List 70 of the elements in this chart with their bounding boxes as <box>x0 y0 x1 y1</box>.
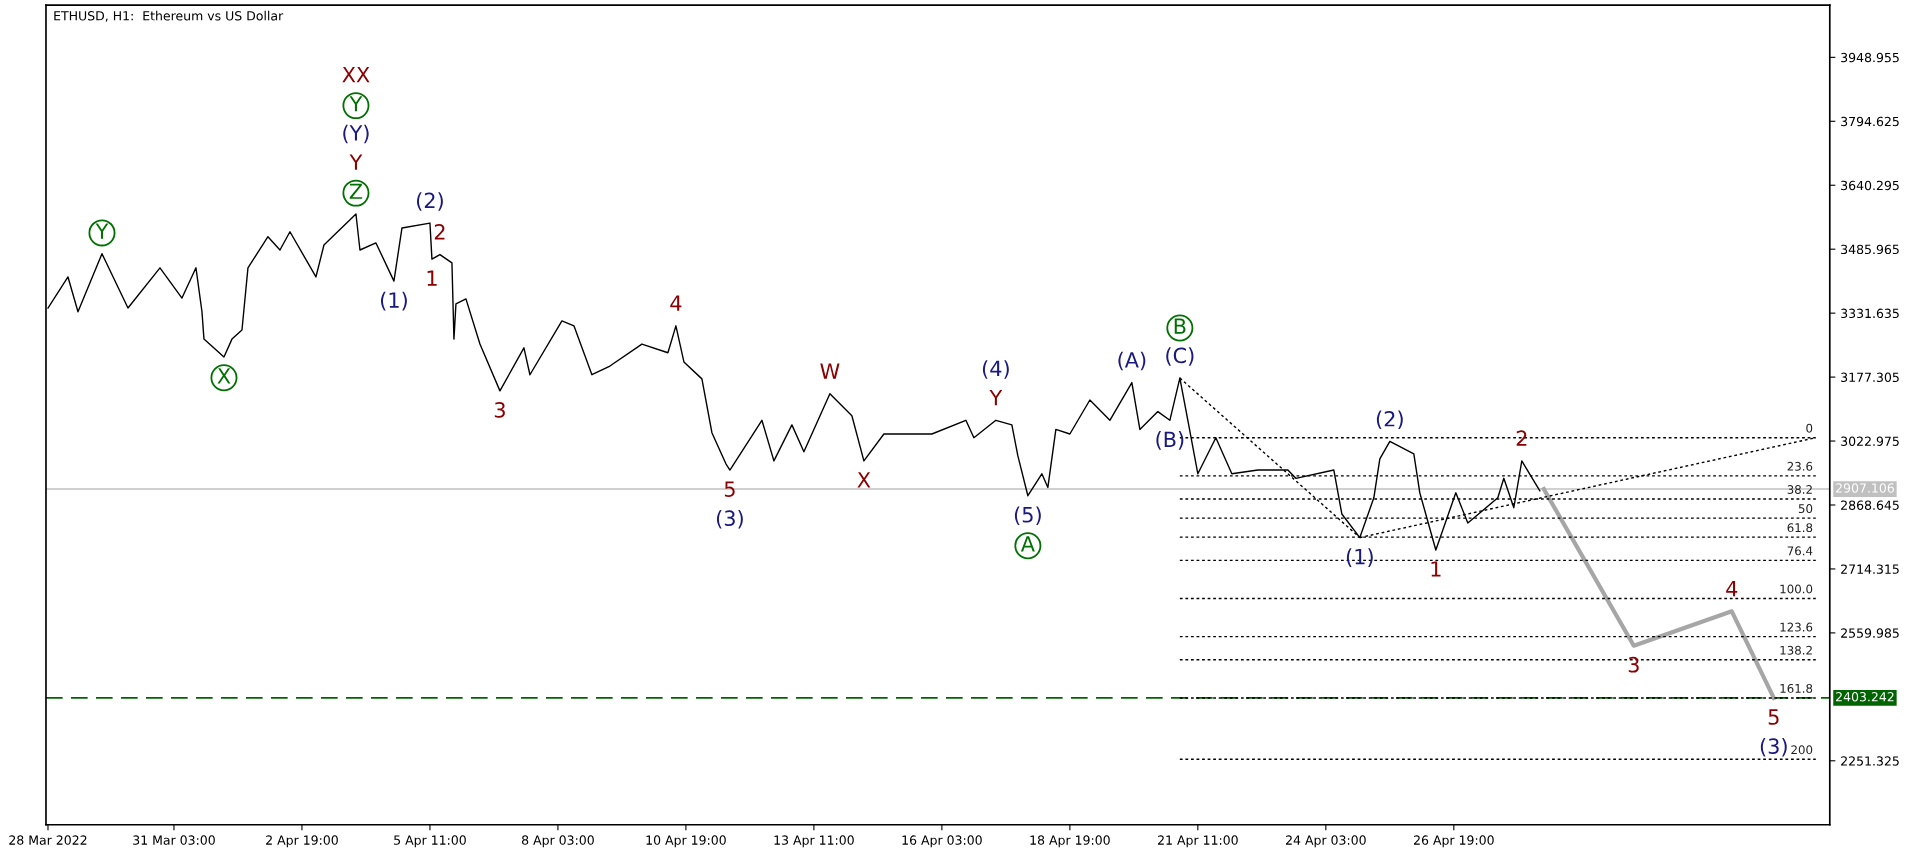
y-tick-label: 3022.975 <box>1841 436 1899 446</box>
y-tick-label: 3640.295 <box>1841 180 1899 191</box>
annotation: (2) <box>1376 410 1403 430</box>
annotation: (4) <box>982 360 1009 379</box>
annotation: (3) <box>716 509 743 529</box>
annotation: 4 <box>1726 581 1738 597</box>
x-tick-label: 24 Apr 03:00 <box>1286 835 1366 848</box>
annotation: 61.8 <box>1787 523 1813 533</box>
annotation: 4 <box>670 295 682 311</box>
x-tick-label: 21 Apr 11:00 <box>1158 835 1238 848</box>
annotation: 76.4 <box>1787 546 1813 556</box>
annotation: 138.2 <box>1780 645 1812 655</box>
y-tick-label: 3177.305 <box>1841 372 1899 383</box>
annotation: 3 <box>1628 656 1639 673</box>
annotation: B <box>1174 318 1186 334</box>
annotation: Y <box>95 223 109 239</box>
x-tick-label: 28 Mar 2022 <box>9 835 87 845</box>
chart-title: ETHUSD, H1: Ethereum vs US Dollar <box>54 10 284 22</box>
annotation: (2) <box>416 192 443 211</box>
x-tick-label: 10 Apr 19:00 <box>646 835 726 848</box>
annotation: X <box>857 472 871 488</box>
annotation: 38.2 <box>1787 485 1812 494</box>
annotation: Y <box>989 390 1003 406</box>
annotation: (1) <box>380 291 407 311</box>
annotation: 23.6 <box>1787 461 1813 471</box>
annotation: Y <box>349 96 363 112</box>
annotation: (C) <box>1166 347 1194 366</box>
y-tick-label: 3485.965 <box>1841 244 1899 255</box>
x-tick-label: 18 Apr 19:00 <box>1030 835 1110 848</box>
x-tick-label: 5 Apr 11:00 <box>394 835 466 848</box>
annotation: X <box>217 368 231 384</box>
annotation: 100.0 <box>1780 584 1813 594</box>
annotation: 3 <box>494 402 505 418</box>
annotation: 1 <box>427 270 437 286</box>
ref-line-label: 2907.106 <box>1836 483 1894 493</box>
annotation: Z <box>349 183 363 199</box>
annotation: 123.6 <box>1780 622 1813 632</box>
ref-line-label: 2403.242 <box>1836 692 1894 702</box>
annotation: (5) <box>1014 506 1041 526</box>
annotation: XX <box>342 67 370 83</box>
x-tick-label: 16 Apr 03:00 <box>902 835 982 848</box>
annotation: (A) <box>1118 351 1146 371</box>
y-tick-label: 3794.625 <box>1841 116 1899 127</box>
annotation: 161.8 <box>1780 683 1813 693</box>
annotation: 0 <box>1806 423 1813 433</box>
x-tick-label: 26 Apr 19:00 <box>1413 835 1494 848</box>
annotation: Y <box>349 154 363 170</box>
y-tick-label: 2559.985 <box>1841 628 1899 638</box>
annotation: A <box>1020 536 1035 552</box>
annotation: 200 <box>1791 745 1813 755</box>
y-tick-label: 3948.955 <box>1841 52 1899 63</box>
annotation: (B) <box>1156 431 1184 450</box>
annotation: 5 <box>724 481 735 497</box>
annotation: 2 <box>434 224 445 240</box>
y-tick-label: 2251.325 <box>1841 756 1899 766</box>
y-tick-label: 3331.635 <box>1841 308 1899 319</box>
annotation: (Y) <box>343 124 369 144</box>
annotation: 1 <box>1431 561 1441 577</box>
annotation: (1) <box>1346 548 1373 567</box>
y-tick-label: 2714.315 <box>1841 564 1899 574</box>
x-tick-label: 2 Apr 19:00 <box>266 835 338 848</box>
annotation: 5 <box>1768 709 1779 725</box>
y-tick-label: 2868.645 <box>1841 500 1899 510</box>
x-tick-label: 13 Apr 11:00 <box>774 835 854 848</box>
annotation: W <box>820 363 840 379</box>
annotation: 50 <box>1798 504 1813 514</box>
x-tick-label: 8 Apr 03:00 <box>522 835 594 848</box>
x-tick-label: 31 Mar 03:00 <box>133 835 215 845</box>
annotation: 2 <box>1516 430 1527 446</box>
annotation: (3) <box>1760 737 1787 757</box>
